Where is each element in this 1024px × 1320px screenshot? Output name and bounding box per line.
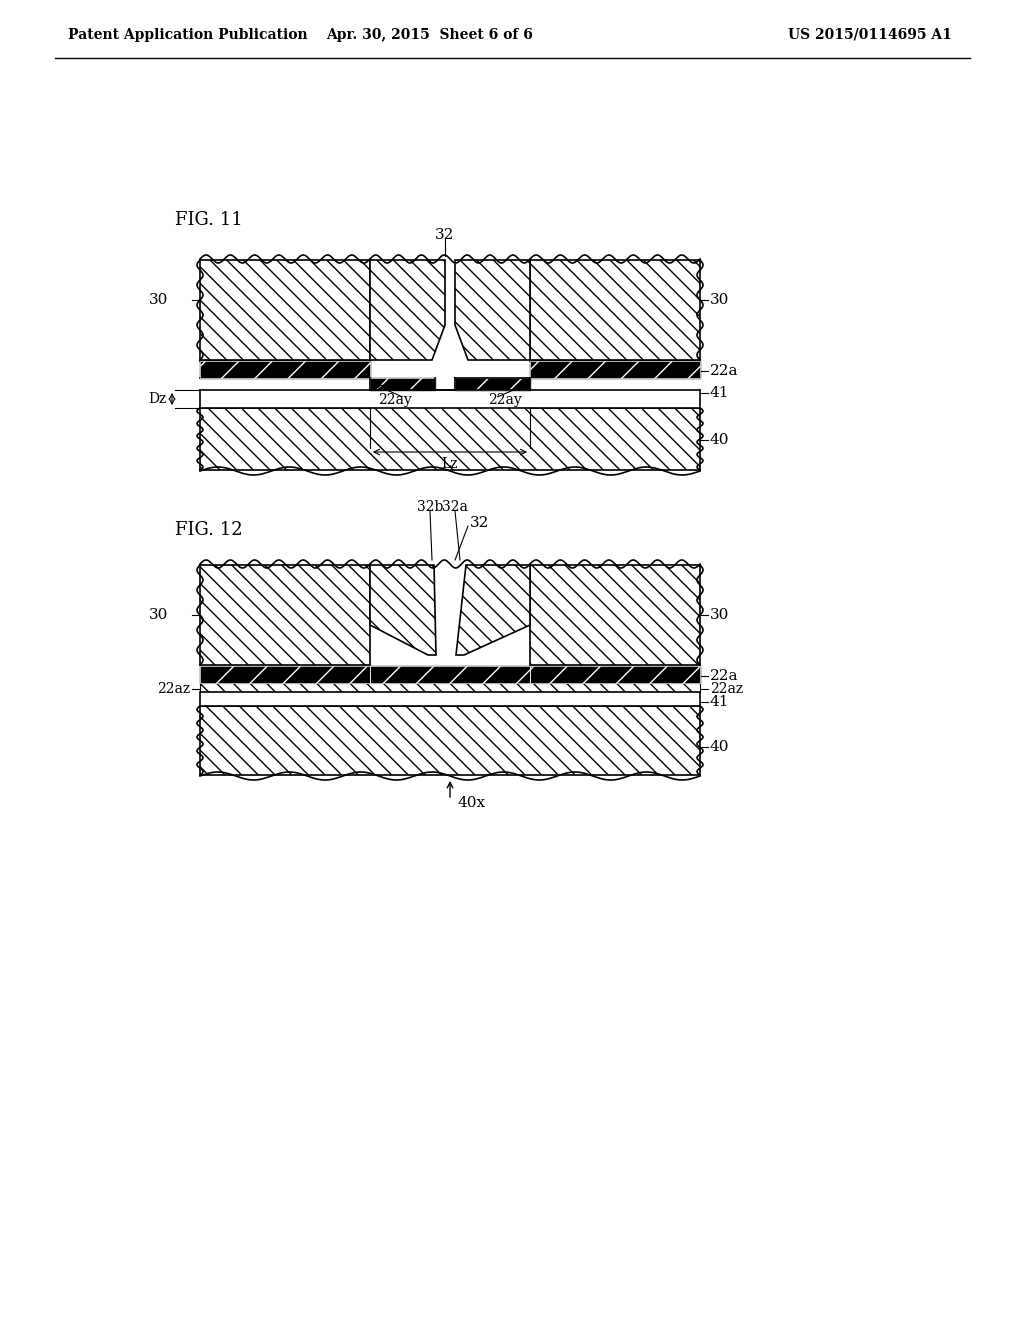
Bar	[370, 667, 530, 682]
Text: Patent Application Publication: Patent Application Publication	[68, 28, 307, 42]
Bar	[530, 360, 700, 378]
Text: 32b: 32b	[417, 500, 443, 513]
Bar	[200, 360, 370, 378]
Text: 22ay: 22ay	[488, 393, 522, 407]
Text: Apr. 30, 2015  Sheet 6 of 6: Apr. 30, 2015 Sheet 6 of 6	[327, 28, 534, 42]
Text: FIG. 11: FIG. 11	[175, 211, 243, 228]
Bar	[530, 667, 700, 682]
Text: 30: 30	[710, 293, 729, 308]
Bar	[455, 378, 530, 389]
Bar	[200, 692, 700, 706]
Bar	[370, 378, 435, 389]
Text: 22a: 22a	[710, 669, 738, 682]
Text: 32a: 32a	[442, 500, 468, 513]
Text: 32: 32	[470, 516, 489, 531]
Text: 30: 30	[710, 609, 729, 622]
Bar	[200, 389, 370, 408]
Text: 41: 41	[710, 385, 729, 400]
Text: 22az: 22az	[157, 682, 190, 696]
Text: 40x: 40x	[458, 796, 486, 810]
Text: US 2015/0114695 A1: US 2015/0114695 A1	[788, 28, 952, 42]
Text: Lz: Lz	[441, 457, 459, 471]
Polygon shape	[200, 565, 370, 665]
Polygon shape	[455, 260, 530, 360]
Bar	[200, 408, 700, 470]
Bar	[530, 360, 700, 378]
Text: 32: 32	[435, 228, 455, 242]
Text: Dz: Dz	[148, 392, 167, 407]
Bar	[370, 667, 530, 682]
Text: 22az: 22az	[710, 682, 743, 696]
Bar	[200, 667, 370, 682]
Text: 22ay: 22ay	[378, 393, 412, 407]
Polygon shape	[370, 260, 445, 360]
Text: 40: 40	[710, 741, 729, 754]
Text: 41: 41	[710, 696, 729, 709]
Bar	[200, 682, 700, 692]
Text: 30: 30	[148, 293, 168, 308]
Polygon shape	[530, 260, 700, 360]
Bar	[455, 378, 530, 389]
Polygon shape	[370, 565, 436, 655]
Bar	[200, 667, 370, 682]
Bar	[530, 667, 700, 682]
Polygon shape	[456, 565, 530, 655]
Bar	[530, 389, 700, 408]
Bar	[370, 378, 435, 389]
Bar	[200, 706, 700, 775]
Polygon shape	[200, 260, 370, 360]
Text: FIG. 12: FIG. 12	[175, 521, 243, 539]
Bar	[200, 360, 370, 378]
Text: 30: 30	[148, 609, 168, 622]
Text: 40: 40	[710, 433, 729, 447]
Polygon shape	[530, 565, 700, 665]
Text: 22a: 22a	[710, 364, 738, 378]
